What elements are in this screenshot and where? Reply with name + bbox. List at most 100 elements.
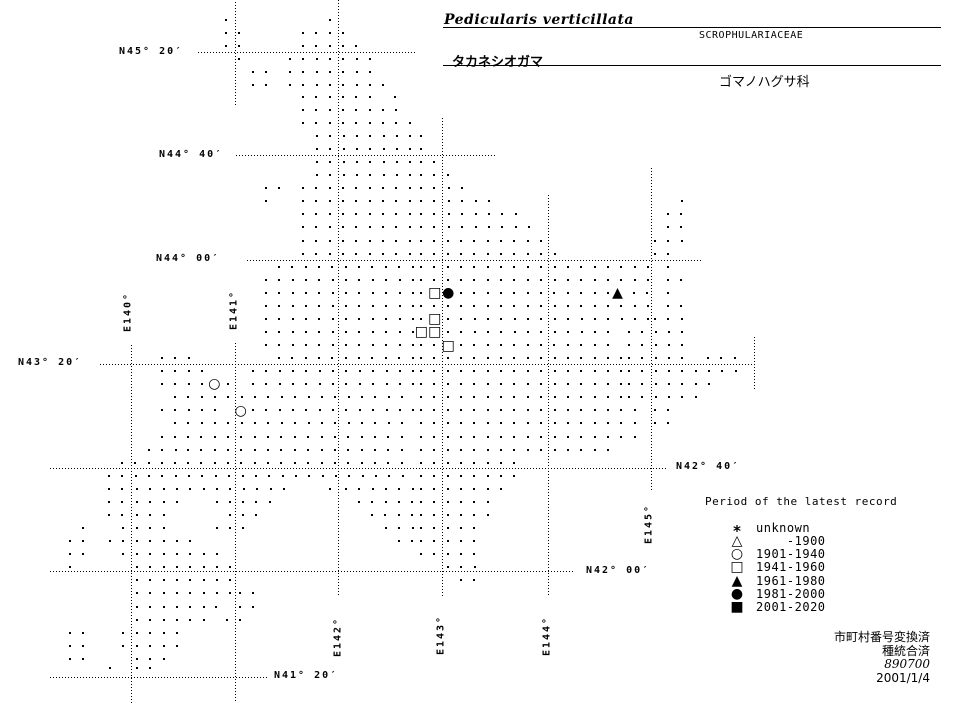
grid-dot	[553, 292, 556, 294]
grid-dot	[227, 449, 230, 451]
grid-dot	[240, 396, 243, 398]
grid-dot	[148, 449, 150, 451]
grid-dot	[409, 135, 412, 137]
grid-dot	[681, 357, 684, 359]
grid-dot	[733, 357, 736, 359]
grid-dot	[305, 292, 308, 294]
grid-dot	[446, 409, 449, 411]
grid-dot	[628, 396, 630, 398]
grid-dot	[540, 422, 543, 424]
grid-dot	[176, 619, 179, 621]
grid-dot	[620, 357, 623, 359]
grid-dot	[265, 409, 268, 411]
grid-dot	[229, 579, 232, 581]
grid-dot	[315, 187, 318, 189]
grid-dot	[667, 409, 670, 411]
grid-dot	[316, 135, 318, 137]
longitude-label: E142°	[332, 616, 344, 658]
grid-dot	[307, 449, 310, 451]
title-underline	[443, 27, 941, 28]
grid-dot	[486, 422, 489, 424]
grid-dot	[360, 449, 363, 451]
grid-dot	[174, 422, 176, 424]
grid-dot	[174, 370, 177, 372]
grid-dot	[420, 279, 422, 281]
grid-dot	[342, 148, 345, 150]
grid-dot	[289, 71, 291, 73]
grid-dot	[513, 305, 516, 307]
grid-dot	[358, 279, 361, 281]
grid-dot	[448, 187, 450, 189]
grid-dot	[540, 331, 543, 333]
grid-dot	[242, 527, 244, 529]
grid-dot	[500, 422, 503, 424]
grid-dot	[433, 266, 436, 268]
grid-dot	[355, 45, 358, 47]
grid-dot	[667, 213, 669, 215]
grid-dot	[385, 305, 388, 307]
grid-dot	[347, 396, 350, 398]
grid-dot	[121, 462, 123, 464]
grid-dot	[200, 462, 203, 464]
grid-dot	[342, 109, 345, 111]
grid-dot	[242, 501, 244, 503]
grid-dot	[69, 645, 71, 647]
grid-dot	[316, 148, 318, 150]
grid-dot	[514, 213, 517, 215]
grid-dot	[460, 501, 463, 503]
grid-dot	[433, 396, 436, 398]
grid-dot	[161, 449, 164, 451]
grid-dot	[328, 253, 331, 255]
grid-dot	[280, 462, 283, 464]
grid-dot	[408, 240, 411, 242]
grid-dot	[433, 357, 436, 359]
grid-dot	[148, 475, 151, 477]
grid-dot	[500, 383, 503, 385]
grid-dot	[176, 501, 179, 503]
grid-dot	[593, 279, 596, 281]
grid-dot	[408, 122, 411, 124]
grid-dot	[486, 436, 489, 438]
grid-dot	[345, 383, 348, 385]
grid-dot	[566, 396, 569, 398]
grid-dot	[553, 409, 556, 411]
grid-dot	[315, 200, 318, 202]
grid-dot	[355, 200, 358, 202]
grid-dot	[387, 449, 390, 451]
grid-dot	[553, 266, 556, 268]
grid-dot	[267, 462, 270, 464]
grid-dot	[318, 305, 321, 307]
grid-dot	[580, 449, 583, 451]
grid-dot	[628, 357, 630, 359]
grid-dot	[500, 488, 503, 490]
grid-dot	[371, 318, 374, 320]
grid-dot	[409, 174, 412, 176]
grid-dot	[681, 344, 684, 346]
grid-dot	[448, 213, 450, 215]
grid-dot	[593, 370, 596, 372]
grid-dot	[433, 161, 436, 163]
grid-dot	[667, 240, 670, 242]
grid-dot	[369, 161, 372, 163]
grid-dot	[654, 357, 657, 359]
grid-dot	[473, 436, 476, 438]
grid-dot	[189, 619, 192, 621]
grid-dot	[289, 84, 291, 86]
grid-dot	[633, 318, 636, 320]
legend-symbol-filled-square-icon: ■	[730, 599, 744, 616]
grid-dot	[566, 409, 569, 411]
grid-dot	[201, 383, 204, 385]
grid-dot	[654, 253, 656, 255]
grid-dot	[176, 592, 179, 594]
grid-dot	[202, 619, 205, 621]
grid-dot	[149, 501, 152, 503]
grid-dot	[486, 305, 489, 307]
grid-dot	[293, 449, 296, 451]
grid-dot	[149, 592, 152, 594]
grid-dot	[385, 344, 388, 346]
grid-dot	[641, 396, 644, 398]
grid-dot	[460, 449, 463, 451]
grid-dot	[202, 592, 205, 594]
grid-dot	[189, 553, 192, 555]
grid-dot	[513, 396, 516, 398]
